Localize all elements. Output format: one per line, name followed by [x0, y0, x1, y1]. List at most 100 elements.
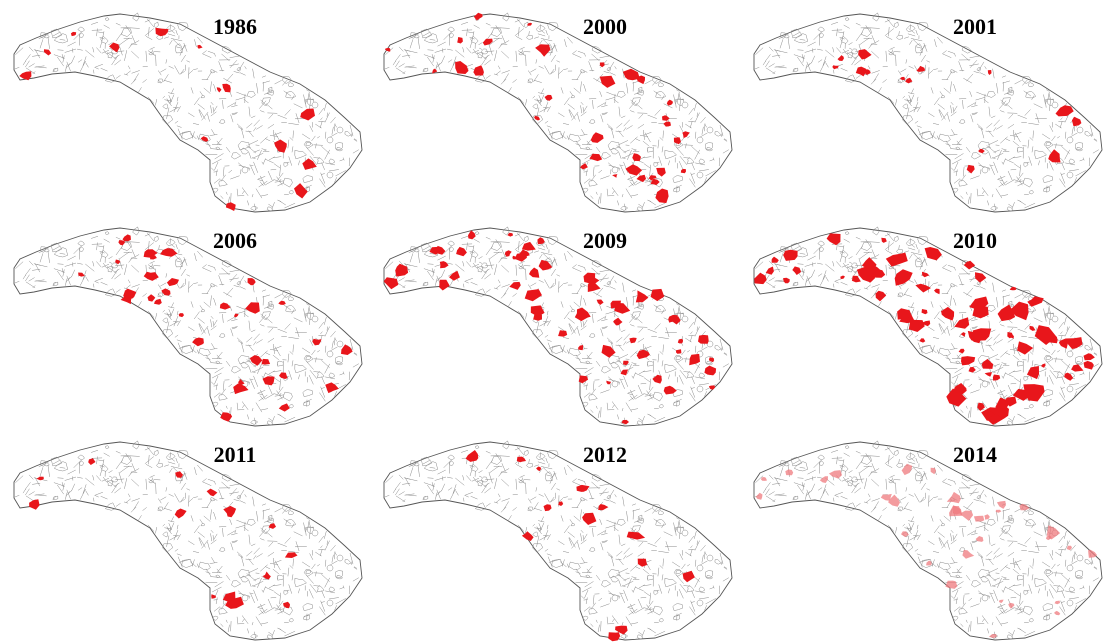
year-label: 2009: [583, 228, 627, 253]
highlighted-parcel: [626, 531, 646, 540]
highlighted-parcel: [70, 31, 77, 37]
highlighted-parcel: [262, 376, 275, 386]
highlighted-parcel: [663, 121, 671, 127]
highlighted-parcel: [233, 383, 249, 395]
highlighted-parcel: [924, 247, 942, 261]
map-panel-2010: 2010: [740, 214, 1110, 428]
highlighted-parcel: [958, 348, 965, 354]
parcel-network: [14, 440, 359, 640]
highlighted-parcel: [662, 115, 670, 121]
highlighted-parcel: [754, 272, 767, 285]
highlighted-parcel: [1007, 332, 1014, 339]
highlighted-parcel: [783, 277, 790, 284]
highlighted-parcel: [620, 369, 628, 376]
highlighted-parcel: [840, 275, 845, 279]
highlighted-parcel: [578, 345, 584, 351]
highlighted-parcel: [916, 65, 926, 72]
highlighted-parcel: [1041, 363, 1046, 368]
highlighted-parcel: [118, 240, 125, 246]
highlighted-parcel: [122, 234, 131, 242]
highlighted-parcel: [544, 94, 553, 101]
highlighted-parcel: [1071, 116, 1082, 127]
highlighted-parcel: [580, 163, 588, 170]
highlighted-parcel: [234, 313, 239, 318]
highlighted-parcel: [439, 261, 449, 269]
highlighted-parcel: [206, 488, 218, 497]
highlighted-parcel: [599, 75, 616, 88]
highlighted-parcel: [885, 252, 908, 267]
highlighted-parcels: [754, 233, 1095, 425]
highlighted-parcel: [636, 75, 645, 85]
highlighted-parcel: [150, 255, 157, 260]
highlighted-parcel: [300, 108, 315, 121]
map-panel-1986: 1986: [0, 0, 370, 214]
highlighted-parcel: [677, 338, 683, 344]
highlighted-parcel: [1071, 364, 1084, 372]
highlighted-parcel: [155, 27, 169, 37]
highlighted-parcel: [1055, 105, 1074, 117]
highlighted-parcel: [837, 55, 844, 61]
highlighted-parcel: [858, 49, 872, 60]
highlighted-parcel: [977, 402, 985, 411]
highlighted-parcel: [945, 580, 958, 589]
highlighted-parcel: [220, 412, 233, 422]
highlighted-parcels: [465, 450, 695, 642]
year-label: 2000: [583, 14, 627, 39]
highlighted-parcel: [1048, 149, 1061, 163]
parcel-network: [384, 12, 729, 212]
highlighted-parcel: [192, 337, 204, 347]
highlighted-parcel: [975, 272, 987, 283]
highlighted-parcel: [582, 512, 597, 525]
highlighted-parcel: [968, 366, 976, 373]
highlighted-parcel: [456, 246, 467, 257]
highlighted-parcel: [881, 237, 887, 243]
highlighted-parcels: [755, 463, 1098, 639]
highlighted-parcel: [973, 515, 985, 522]
highlighted-parcel: [223, 505, 237, 518]
highlighted-parcel: [635, 290, 649, 303]
region-map: [753, 226, 1103, 427]
highlighted-parcel: [529, 267, 540, 278]
highlighted-parcel: [521, 531, 534, 541]
highlighted-parcel: [1088, 549, 1098, 558]
highlighted-parcel: [558, 501, 564, 506]
region-map: [13, 440, 363, 641]
region-map: [753, 440, 1103, 641]
highlighted-parcel: [455, 61, 469, 74]
highlighted-parcel: [682, 131, 690, 139]
highlighted-parcel: [587, 281, 601, 292]
map-panel-2014: 2014: [740, 428, 1110, 642]
highlighted-parcel: [922, 320, 931, 327]
highlighted-parcel: [468, 230, 476, 240]
highlighted-parcel: [312, 338, 322, 346]
highlighted-parcel: [632, 153, 641, 162]
highlighted-parcel: [1004, 396, 1017, 407]
highlighted-parcel: [978, 148, 985, 154]
highlighted-parcel: [519, 249, 530, 258]
highlighted-parcel: [988, 634, 997, 639]
highlighted-parcel: [197, 44, 203, 49]
map-panel-2009: 2009: [370, 214, 740, 428]
highlighted-parcel: [908, 319, 925, 332]
highlighted-parcel: [536, 466, 542, 472]
highlighted-parcel: [1054, 610, 1061, 616]
highlighted-parcel: [527, 22, 532, 26]
highlighted-parcel: [1034, 325, 1057, 345]
highlighted-parcel: [504, 250, 512, 257]
highlighted-parcel: [855, 66, 867, 77]
highlighted-parcel: [961, 356, 976, 366]
highlighted-parcel: [599, 62, 605, 68]
region-map: [383, 226, 733, 427]
highlighted-parcel: [465, 450, 479, 462]
highlighted-parcel: [953, 383, 967, 395]
highlighted-parcel: [1019, 503, 1030, 511]
highlighted-parcel: [578, 375, 589, 384]
highlighted-parcel: [1029, 325, 1036, 331]
highlighted-parcel: [648, 175, 657, 181]
highlighted-parcel: [558, 330, 568, 337]
highlighted-parcel: [222, 591, 236, 602]
map-panel-2006: 2006: [0, 214, 370, 428]
highlighted-parcels: [832, 49, 1082, 174]
highlighted-parcel: [109, 42, 120, 53]
highlighted-parcel: [926, 560, 932, 566]
